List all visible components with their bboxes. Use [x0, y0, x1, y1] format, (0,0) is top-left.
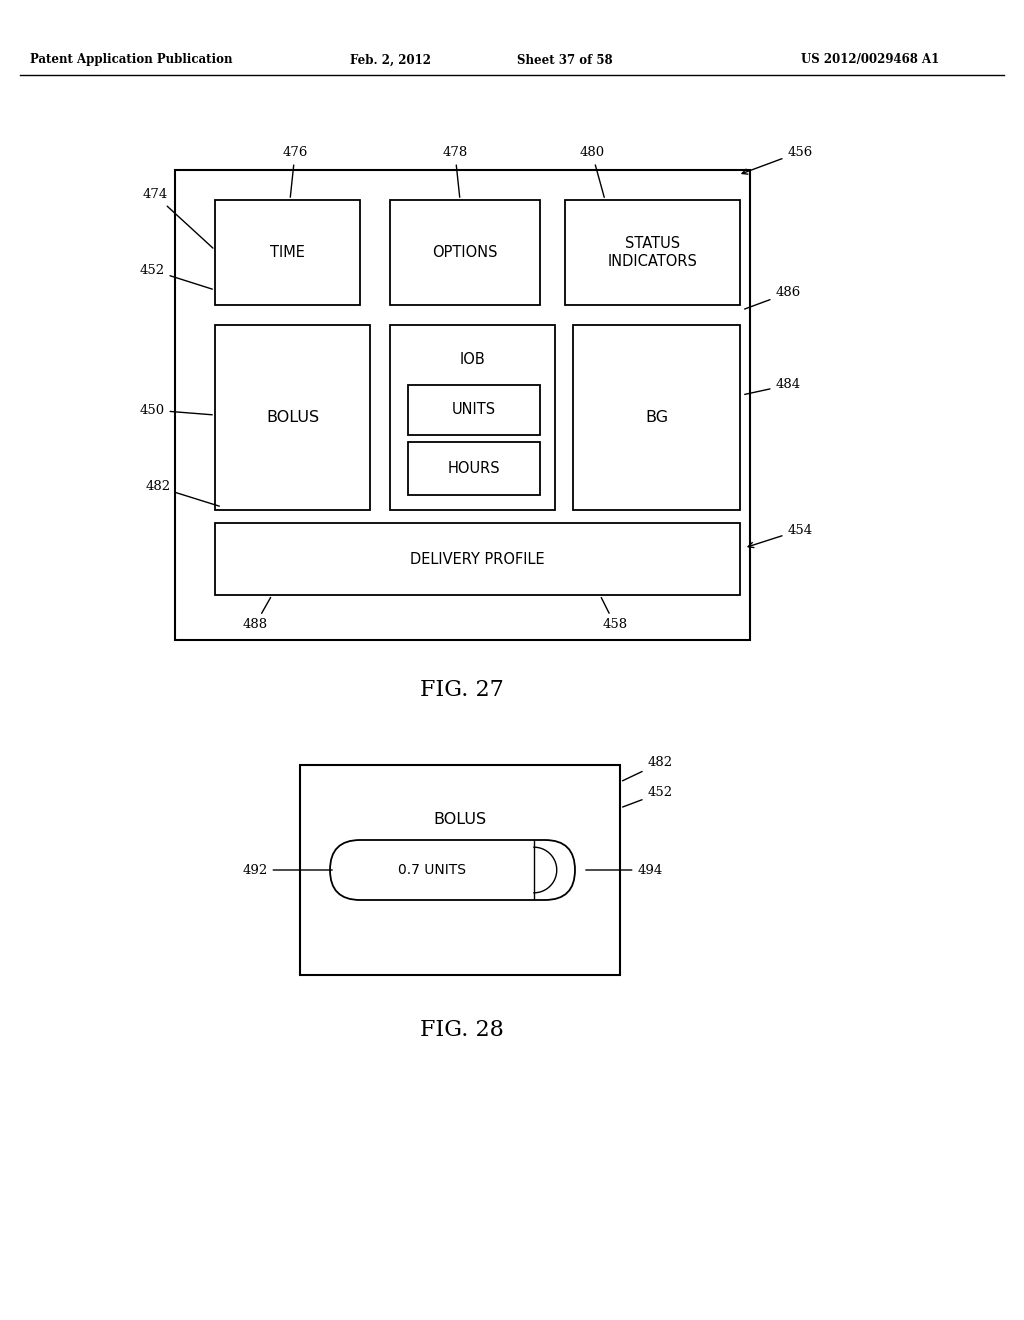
- FancyBboxPatch shape: [330, 840, 575, 900]
- Text: 456: 456: [742, 145, 813, 174]
- Text: Feb. 2, 2012: Feb. 2, 2012: [349, 54, 430, 66]
- Text: 482: 482: [623, 756, 673, 781]
- Text: 492: 492: [243, 863, 332, 876]
- Text: STATUS
INDICATORS: STATUS INDICATORS: [607, 236, 697, 269]
- Text: 476: 476: [283, 147, 307, 197]
- Text: 452: 452: [139, 264, 212, 289]
- Text: FIG. 28: FIG. 28: [420, 1019, 504, 1041]
- Text: BOLUS: BOLUS: [433, 813, 486, 828]
- Text: OPTIONS: OPTIONS: [432, 246, 498, 260]
- Text: 454: 454: [749, 524, 813, 548]
- Text: 478: 478: [442, 147, 468, 197]
- Bar: [573, 325, 740, 510]
- Bar: [390, 325, 555, 510]
- Text: 452: 452: [623, 787, 673, 807]
- Bar: [300, 766, 620, 975]
- Text: BG: BG: [645, 411, 668, 425]
- Text: 480: 480: [580, 147, 604, 197]
- Bar: [215, 201, 360, 305]
- Text: DELIVERY PROFILE: DELIVERY PROFILE: [411, 552, 545, 566]
- Bar: [390, 201, 540, 305]
- Text: 458: 458: [601, 598, 628, 631]
- Text: Sheet 37 of 58: Sheet 37 of 58: [517, 54, 612, 66]
- Bar: [408, 385, 540, 436]
- Text: 482: 482: [145, 480, 219, 506]
- Text: 450: 450: [139, 404, 212, 417]
- Text: 474: 474: [142, 189, 213, 248]
- Text: 488: 488: [243, 598, 270, 631]
- Text: Patent Application Publication: Patent Application Publication: [30, 54, 232, 66]
- Bar: [565, 201, 740, 305]
- Text: HOURS: HOURS: [447, 461, 501, 477]
- Bar: [215, 325, 370, 510]
- Bar: [215, 523, 740, 595]
- Text: BOLUS: BOLUS: [266, 411, 319, 425]
- Text: US 2012/0029468 A1: US 2012/0029468 A1: [801, 54, 939, 66]
- Text: 486: 486: [744, 286, 801, 309]
- Text: FIG. 27: FIG. 27: [420, 678, 504, 701]
- Text: TIME: TIME: [270, 246, 305, 260]
- Bar: [408, 442, 540, 495]
- Text: IOB: IOB: [460, 352, 485, 367]
- Text: 484: 484: [744, 379, 801, 395]
- Text: UNITS: UNITS: [452, 403, 496, 417]
- Text: 494: 494: [586, 863, 663, 876]
- Bar: [175, 170, 750, 640]
- Text: 0.7 UNITS: 0.7 UNITS: [398, 863, 466, 876]
